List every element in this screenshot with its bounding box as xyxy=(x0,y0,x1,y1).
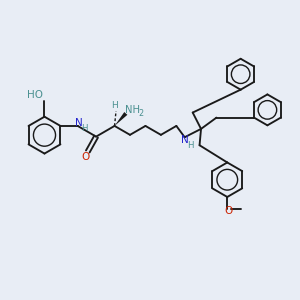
Text: H: H xyxy=(112,101,118,110)
Text: NH: NH xyxy=(125,105,140,115)
Text: H: H xyxy=(188,141,194,150)
Text: HO: HO xyxy=(27,90,43,100)
Text: O: O xyxy=(82,152,90,162)
Polygon shape xyxy=(115,112,128,126)
Text: H: H xyxy=(81,124,88,133)
Text: N: N xyxy=(181,135,189,145)
Text: 2: 2 xyxy=(139,109,144,118)
Text: N: N xyxy=(75,118,83,128)
Text: O: O xyxy=(224,206,232,216)
